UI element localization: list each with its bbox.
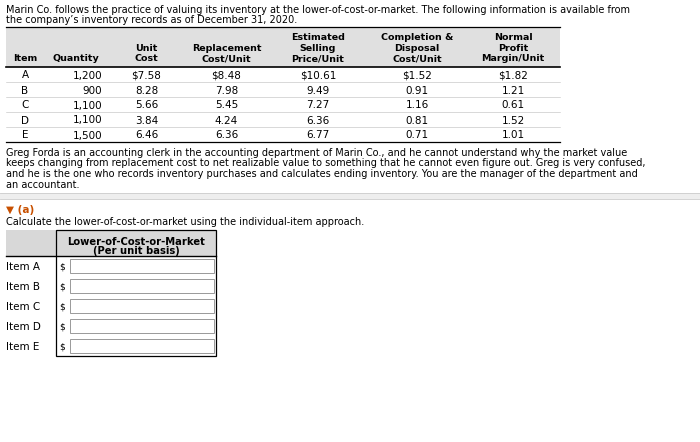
Text: 1,500: 1,500 <box>72 130 102 141</box>
Bar <box>70 279 214 293</box>
Bar <box>56 230 216 356</box>
Text: Calculate the lower-of-cost-or-market using the individual-item approach.: Calculate the lower-of-cost-or-market us… <box>6 217 364 227</box>
Text: Item E: Item E <box>6 342 39 352</box>
Text: $10.61: $10.61 <box>300 71 336 80</box>
Bar <box>70 259 214 273</box>
Text: 4.24: 4.24 <box>215 115 238 126</box>
Text: $8.48: $8.48 <box>211 71 242 80</box>
Text: an accountant.: an accountant. <box>6 179 80 190</box>
Text: A: A <box>22 71 29 80</box>
Text: 1,100: 1,100 <box>72 100 102 110</box>
Bar <box>70 319 214 333</box>
Text: $1.82: $1.82 <box>498 71 528 80</box>
Text: 1,100: 1,100 <box>72 115 102 126</box>
Bar <box>6 230 216 256</box>
Text: 0.81: 0.81 <box>405 115 428 126</box>
Text: Replacement
Cost/Unit: Replacement Cost/Unit <box>192 44 261 63</box>
Text: 6.46: 6.46 <box>135 130 158 141</box>
Text: Lower-of-Cost-or-Market: Lower-of-Cost-or-Market <box>67 237 205 247</box>
Text: (Per unit basis): (Per unit basis) <box>92 246 179 256</box>
Text: 0.91: 0.91 <box>405 85 428 95</box>
Text: 5.66: 5.66 <box>135 100 158 110</box>
Text: Unit
Cost: Unit Cost <box>134 44 158 63</box>
Text: 1.52: 1.52 <box>501 115 524 126</box>
Bar <box>0 193 700 199</box>
Text: the company’s inventory records as of December 31, 2020.: the company’s inventory records as of De… <box>6 15 298 25</box>
Text: 1.21: 1.21 <box>501 85 524 95</box>
Text: 6.36: 6.36 <box>307 115 330 126</box>
Text: 5.45: 5.45 <box>215 100 238 110</box>
Text: and he is the one who records inventory purchases and calculates ending inventor: and he is the one who records inventory … <box>6 169 638 179</box>
Text: $: $ <box>59 343 64 351</box>
Text: Item: Item <box>13 54 37 63</box>
Text: 8.28: 8.28 <box>135 85 158 95</box>
Text: Completion &
Disposal
Cost/Unit: Completion & Disposal Cost/Unit <box>381 33 453 63</box>
Text: $: $ <box>59 282 64 292</box>
Text: 1.01: 1.01 <box>501 130 524 141</box>
Text: B: B <box>22 85 29 95</box>
Text: C: C <box>21 100 29 110</box>
Text: $: $ <box>59 263 64 271</box>
Text: 0.61: 0.61 <box>501 100 524 110</box>
Text: ▼ (a): ▼ (a) <box>6 205 34 215</box>
Bar <box>70 339 214 353</box>
Text: $1.52: $1.52 <box>402 71 432 80</box>
Text: Marin Co. follows the practice of valuing its inventory at the lower-of-cost-or-: Marin Co. follows the practice of valuin… <box>6 5 630 15</box>
Text: Estimated
Selling
Price/Unit: Estimated Selling Price/Unit <box>291 33 345 63</box>
Text: Item C: Item C <box>6 302 41 312</box>
Text: 3.84: 3.84 <box>135 115 158 126</box>
Text: Normal
Profit
Margin/Unit: Normal Profit Margin/Unit <box>482 33 545 63</box>
Text: 7.98: 7.98 <box>215 85 238 95</box>
Text: 7.27: 7.27 <box>307 100 330 110</box>
Text: 900: 900 <box>83 85 102 95</box>
Text: $7.58: $7.58 <box>132 71 162 80</box>
Text: keeps changing from replacement cost to net realizable value to something that h: keeps changing from replacement cost to … <box>6 159 645 168</box>
Bar <box>70 299 214 313</box>
Text: Quantity: Quantity <box>52 54 99 63</box>
Text: Greg Forda is an accounting clerk in the accounting department of Marin Co., and: Greg Forda is an accounting clerk in the… <box>6 148 627 158</box>
Text: Item D: Item D <box>6 322 41 332</box>
Text: E: E <box>22 130 28 141</box>
Text: $: $ <box>59 302 64 312</box>
Text: 1.16: 1.16 <box>405 100 428 110</box>
Text: 9.49: 9.49 <box>307 85 330 95</box>
Text: Item B: Item B <box>6 282 40 292</box>
Text: D: D <box>21 115 29 126</box>
Text: 6.77: 6.77 <box>307 130 330 141</box>
Text: 1,200: 1,200 <box>72 71 102 80</box>
Bar <box>6 27 560 67</box>
Text: 0.71: 0.71 <box>405 130 428 141</box>
Text: Item A: Item A <box>6 262 40 272</box>
Text: $: $ <box>59 323 64 332</box>
Text: 6.36: 6.36 <box>215 130 238 141</box>
